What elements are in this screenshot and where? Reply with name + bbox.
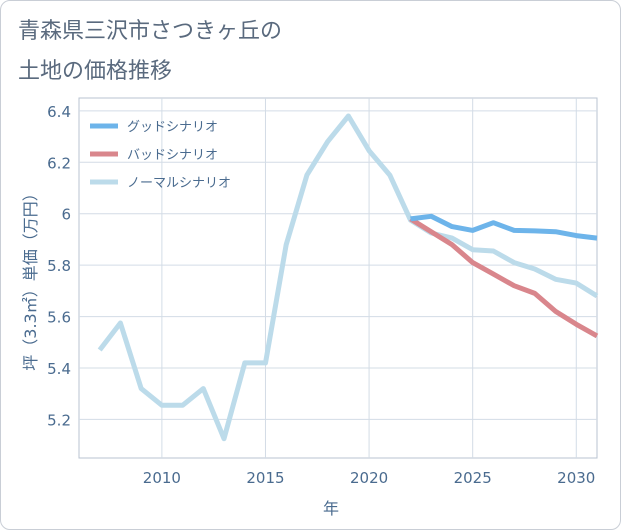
series-line-2 [97, 113, 599, 442]
y-tick-label: 5.6 [47, 309, 71, 327]
y-tick-label: 5.4 [47, 360, 71, 378]
grid-lines [79, 98, 597, 458]
chart-title-line-1: 青森県三沢市さつきヶ丘の [18, 19, 283, 44]
y-tick-label: 5.2 [47, 411, 71, 429]
series-line-1 [409, 216, 599, 339]
y-tick-label: 6.2 [47, 154, 71, 172]
legend-label: バッドシナリオ [127, 148, 218, 163]
plot-area [78, 97, 598, 459]
x-tick-label: 2010 [143, 469, 181, 487]
x-tick-label: 2030 [557, 469, 595, 487]
x-tick-labels: 2010 2015 2020 2025 2030 [143, 469, 596, 487]
chart-title: 青森県三沢市さつきヶ丘の 土地の価格推移 [18, 12, 282, 92]
y-axis-title: 坪（3.3㎡）単価（万円） [21, 185, 40, 370]
x-tick-label: 2025 [454, 469, 492, 487]
series-lines [97, 113, 599, 442]
legend-label: ノーマルシナリオ [127, 176, 231, 191]
x-axis-title: 年 [323, 499, 339, 518]
x-tick-label: 2015 [246, 469, 284, 487]
y-tick-labels: 5.2 5.4 5.6 5.8 6 6.2 6.4 [47, 103, 71, 430]
legend-label: グッドシナリオ [127, 120, 218, 135]
y-tick-label: 6.4 [47, 103, 71, 121]
y-tick-label: 6 [61, 206, 71, 224]
x-tick-label: 2020 [350, 469, 388, 487]
y-tick-label: 5.8 [47, 257, 71, 275]
chart-title-line-2: 土地の価格推移 [18, 59, 173, 84]
series-line-0 [410, 213, 598, 241]
